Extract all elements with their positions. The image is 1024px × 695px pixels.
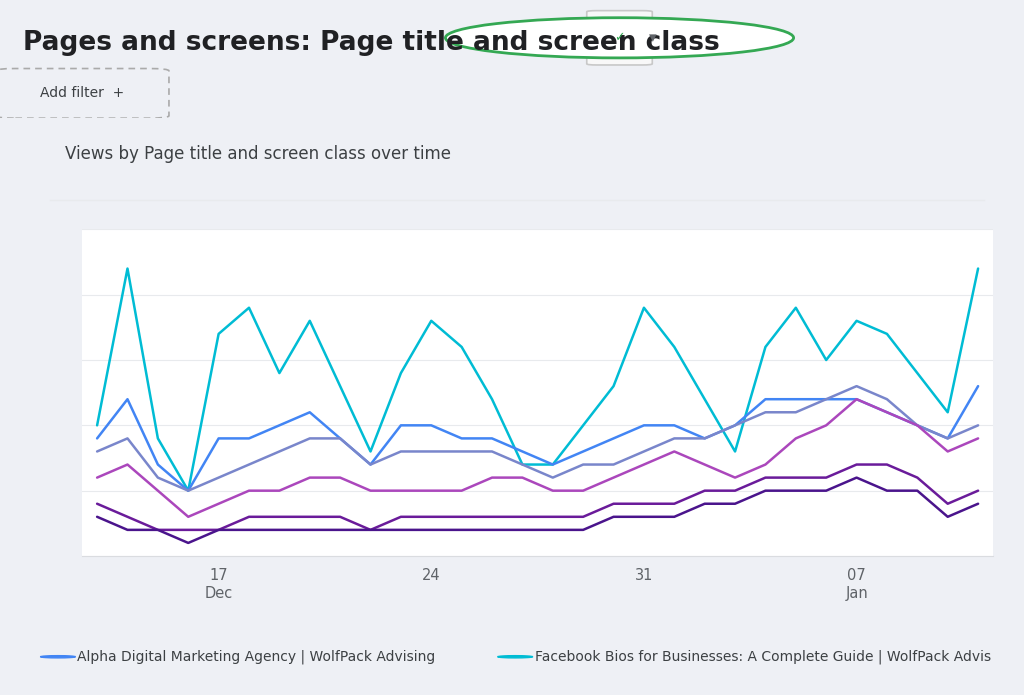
FancyBboxPatch shape <box>0 69 169 118</box>
Text: Add filter  +: Add filter + <box>40 86 124 100</box>
FancyBboxPatch shape <box>587 10 652 65</box>
Circle shape <box>41 655 76 658</box>
Circle shape <box>498 655 532 658</box>
Text: Alpha Digital Marketing Agency | WolfPack Advising: Alpha Digital Marketing Agency | WolfPac… <box>78 650 435 664</box>
Text: Facebook Bios for Businesses: A Complete Guide | WolfPack Advis: Facebook Bios for Businesses: A Complete… <box>535 650 991 664</box>
Text: Views by Page title and screen class over time: Views by Page title and screen class ove… <box>65 145 451 163</box>
Circle shape <box>445 17 794 58</box>
Text: ✓: ✓ <box>614 31 625 44</box>
Text: Pages and screens: Page title and screen class: Pages and screens: Page title and screen… <box>23 29 719 56</box>
Text: ▾: ▾ <box>648 31 656 45</box>
